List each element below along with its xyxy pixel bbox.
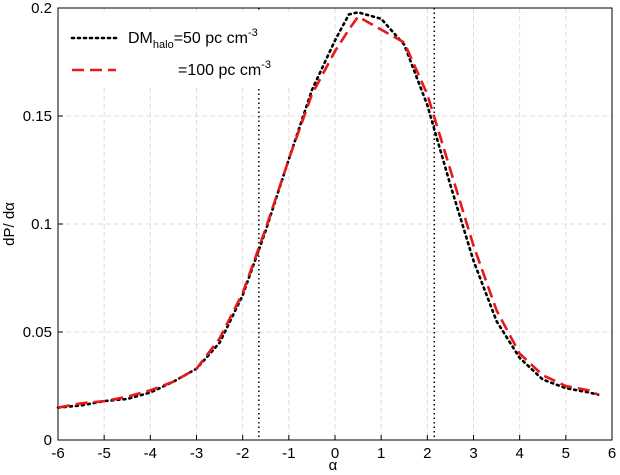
y-tick-label: 0.1	[31, 216, 52, 233]
legend-label-part: =50 pc cm	[174, 30, 248, 47]
data-line	[57, 14, 599, 409]
x-tick-label: 3	[469, 445, 477, 462]
y-tick-label: 0	[44, 432, 52, 449]
y-axis-label: dP/ dα	[1, 202, 18, 246]
legend-label: DMhalo=50 pc cm-3	[128, 27, 258, 51]
legend-label-part: -3	[248, 27, 258, 39]
legend-box	[62, 12, 294, 88]
x-tick-label: 1	[377, 445, 385, 462]
x-tick-label: -5	[97, 445, 110, 462]
x-tick-label: -4	[144, 445, 157, 462]
x-tick-label: -3	[190, 445, 203, 462]
x-tick-label: -1	[282, 445, 295, 462]
y-tick-label: 0.15	[23, 108, 52, 125]
x-axis-label: α	[329, 457, 338, 474]
plot-frame	[57, 7, 613, 441]
x-tick-label: -2	[236, 445, 249, 462]
x-tick-label: -6	[51, 445, 64, 462]
data-line	[56, 10, 600, 409]
x-tick-label: 0	[331, 445, 339, 462]
x-tick-label: 5	[562, 445, 570, 462]
x-tick-label: 4	[515, 445, 523, 462]
y-tick-label: 0.2	[31, 0, 52, 17]
legend-label: =100 pc cm-3	[178, 59, 271, 79]
x-tick-label: 2	[423, 445, 431, 462]
legend-label-part: =100 pc cm	[178, 62, 261, 79]
legend-label-part: DM	[128, 30, 153, 47]
y-tick-label: 0.05	[23, 324, 52, 341]
legend-label-part: halo	[153, 39, 174, 51]
legend-label-part: -3	[261, 59, 271, 71]
x-tick-label: 6	[608, 445, 616, 462]
